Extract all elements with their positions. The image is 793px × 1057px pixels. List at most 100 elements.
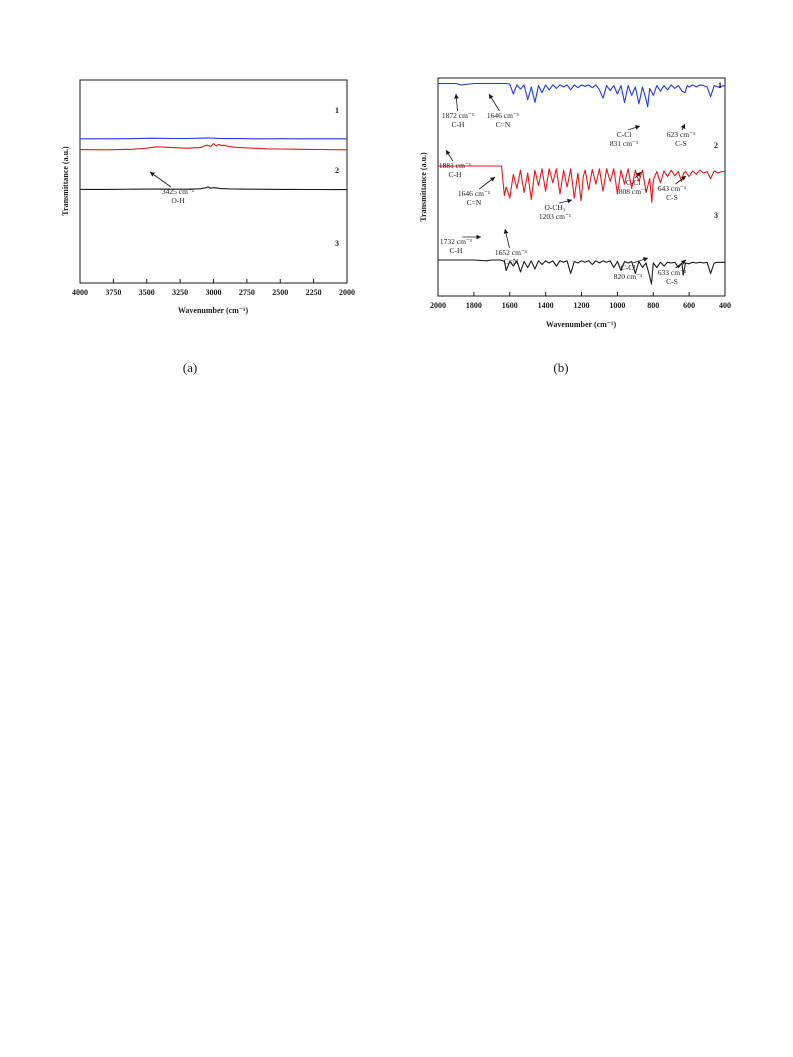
panel-a-series (79, 137, 348, 191)
peak-annotation-text: 1881 cm⁻¹ C-H (439, 161, 471, 179)
annotation-arrow-head (489, 177, 495, 182)
peak-annotation-line: C-S (675, 139, 687, 148)
annotation-arrow-head (489, 94, 494, 100)
panel-b-caption: (b) (553, 360, 568, 375)
panel-b-y-axis-label: Transmittance (a.u.) (419, 152, 428, 222)
peak-annotation: 633 cm⁻¹ C-S (658, 259, 687, 286)
x-tick-label: 2000 (339, 288, 355, 297)
x-tick-label: 1400 (538, 301, 554, 310)
series-3-line (438, 259, 725, 285)
series-1-line (438, 82, 726, 108)
peak-annotation: C-Cl 808 cm⁻¹ (619, 171, 648, 196)
x-tick-label: 3000 (206, 288, 222, 297)
series-3-label: 3 (335, 239, 339, 248)
panel-a-plot-frame (79, 79, 348, 284)
peak-annotation: 1732 cm⁻¹ C-H (440, 234, 481, 255)
panel-b-x-axis-label: Wavenumber (cm⁻¹) (546, 320, 617, 329)
peak-annotation: C-Cl 820 cm⁻¹ (614, 257, 649, 281)
series-2-line (79, 143, 348, 151)
peak-annotation-text: 1652 cm⁻¹ C=N (495, 248, 527, 266)
peak-annotation-text: 643 cm⁻¹ C-S (658, 184, 687, 202)
peak-annotation-line: C-H (452, 120, 466, 129)
x-tick-label: 1200 (574, 301, 590, 310)
series-2-line (438, 165, 725, 203)
peak-annotation-text: 623 cm⁻¹ C-S (667, 130, 696, 148)
peak-annotation-line: 1203 cm⁻¹ (539, 212, 571, 221)
peak-annotation: 1881 cm⁻¹ C-H (439, 149, 471, 179)
x-tick-label: 1000 (609, 301, 625, 310)
peak-annotation-line: 1881 cm⁻¹ (439, 161, 471, 170)
peak-annotation-text: 1646 cm⁻¹ C=N (458, 189, 490, 207)
peak-annotation-line: C-H (449, 170, 463, 179)
peak-annotation-line: 633 cm⁻¹ (658, 268, 687, 277)
peak-annotation-line: 1872 cm⁻¹ (442, 111, 474, 120)
peak-annotation-line: C-Cl (626, 178, 641, 187)
x-tick-label: 600 (683, 301, 695, 310)
peak-annotation: 1872 cm⁻¹ C-H (442, 93, 474, 129)
annotation-arrow-head (680, 124, 686, 130)
panel-a-series-labels: 1 2 3 (335, 106, 339, 248)
panel-b-series (438, 82, 726, 285)
panel-b-ir-spectrum: 2000 1800 1600 1400 1200 1000 800 600 400 1 2 3 18… (419, 77, 731, 375)
series-3-label: 3 (714, 211, 718, 220)
peak-annotation-line: 623 cm⁻¹ (667, 130, 696, 139)
peak-annotation-text: 1732 cm⁻¹ C-H (440, 237, 472, 255)
annotation-arrow-head (680, 260, 686, 265)
annotation-arrow-head (642, 257, 648, 262)
peak-annotation-line: O-CH₃ (545, 203, 566, 212)
annotation-arrow-head (476, 234, 481, 240)
annotation-arrow-head (567, 198, 572, 204)
peak-annotation-text: 3425 cm⁻¹ O-H (162, 187, 194, 205)
peak-annotation: O-CH₃ 1203 cm⁻¹ (539, 198, 573, 221)
annotation-arrow-head (503, 229, 509, 234)
series-1-line (80, 137, 347, 140)
peak-annotation-line: 3425 cm⁻¹ (162, 187, 194, 196)
peak-annotation: 623 cm⁻¹ C-S (667, 123, 696, 148)
peak-annotation: 1652 cm⁻¹ C=N (495, 228, 527, 266)
peak-annotation-line: C=N (504, 257, 519, 266)
peak-annotation-line: 808 cm⁻¹ (619, 187, 648, 196)
x-tick-label: 2250 (306, 288, 322, 297)
panel-b-x-ticks: 2000 1800 1600 1400 1200 1000 800 600 400 (430, 292, 731, 310)
x-tick-label: 2750 (239, 288, 255, 297)
panel-a-y-axis-label: Transmittance (a.u.) (61, 146, 70, 216)
series-2-label: 2 (335, 166, 339, 175)
peak-annotation-line: 820 cm⁻¹ (614, 272, 643, 281)
annotation-arrow-head (446, 150, 451, 156)
peak-annotation-line: 1646 cm⁻¹ (458, 189, 490, 198)
peak-annotation-line: 1732 cm⁻¹ (440, 237, 472, 246)
peak-annotation: C-Cl 831 cm⁻¹ (610, 125, 641, 148)
annotation-arrow-head (634, 125, 640, 130)
peak-annotation-text: 1646 cm⁻¹ C=N (487, 111, 519, 129)
panel-a-caption: (a) (183, 360, 197, 375)
panel-a-x-ticks: 4000 3750 3500 3250 3000 2750 2500 2250 2000 (72, 279, 355, 297)
peak-annotation-line: C-S (666, 193, 678, 202)
panel-b-series-labels: 1 2 3 (714, 81, 722, 220)
panel-a-ir-spectrum: 4000 3750 3500 3250 3000 2750 2500 2250 2000 1 2 3… (61, 79, 355, 375)
x-tick-label: 1800 (466, 301, 482, 310)
series-1-label: 1 (718, 81, 722, 90)
peak-annotation: 1646 cm⁻¹ C=N (458, 176, 496, 207)
peak-annotation-line: 831 cm⁻¹ (610, 139, 639, 148)
series-3-line (80, 186, 347, 191)
annotation-arrow-head (636, 172, 641, 177)
annotation-arrow-head (680, 176, 686, 181)
peak-annotation-text: 1872 cm⁻¹ C-H (442, 111, 474, 129)
peak-annotation: 1646 cm⁻¹ C=N (487, 93, 519, 129)
x-tick-label: 2000 (430, 301, 446, 310)
peak-annotation-text: C-Cl 820 cm⁻¹ (614, 263, 643, 281)
series-2-label: 2 (714, 141, 718, 150)
series-1-label: 1 (335, 106, 339, 115)
peak-annotation-text: C-Cl 831 cm⁻¹ (610, 130, 639, 148)
peak-annotation-line: C=N (496, 120, 511, 129)
annotation-arrow-head (150, 172, 156, 177)
peak-annotation: 643 cm⁻¹ C-S (658, 175, 687, 202)
peak-annotation-line: C=N (467, 198, 482, 207)
x-tick-label: 2500 (272, 288, 288, 297)
panel-a-x-axis-label: Wavenumber (cm⁻¹) (178, 306, 249, 315)
peak-annotation-line: 643 cm⁻¹ (658, 184, 687, 193)
x-tick-label: 3750 (105, 288, 121, 297)
x-tick-label: 3250 (172, 288, 188, 297)
